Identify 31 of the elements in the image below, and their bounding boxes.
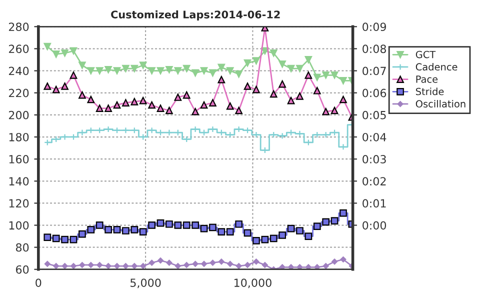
y2-tick-label: 0:08 (362, 44, 386, 54)
legend-label: GCT (416, 50, 436, 58)
x-tick-label: 0 (36, 278, 42, 287)
y2-tick-label: 0:02 (362, 177, 386, 186)
legend-label: Stride (416, 88, 444, 96)
x-tick-label: 10,000 (234, 278, 272, 288)
y2-tick-label: 0:05 (362, 110, 386, 120)
legend-label: Pace (416, 76, 438, 83)
y-tick-label: 200 (8, 110, 29, 120)
y-tick-label: 140 (9, 177, 29, 186)
y2-tick-label: 0:00 (362, 221, 386, 230)
y-tick-label: 60 (16, 265, 29, 274)
y2-tick-label: 0:04 (362, 132, 386, 142)
y-tick-label: 120 (9, 199, 29, 208)
y-tick-label: 260 (8, 44, 29, 54)
legend-label: Oscillation (416, 100, 466, 108)
y-tick-label: 240 (8, 66, 29, 76)
y-tick-label: 100 (9, 221, 29, 230)
legend-label: Cadence (416, 63, 458, 71)
y-tick-label: 160 (9, 155, 29, 164)
y-tick-label: 220 (8, 88, 29, 98)
y-tick-label: 180 (9, 132, 29, 142)
y2-tick-label: 0:07 (362, 66, 386, 76)
y-tick-label: 80 (16, 243, 29, 252)
x-tick-label: 5,000 (130, 278, 161, 288)
chart-title: Customized Laps:2014-06-12 (111, 10, 280, 20)
y2-tick-label: 0:03 (362, 155, 386, 164)
y2-tick-label: 0:09 (362, 22, 386, 32)
y-tick-label: 280 (8, 22, 29, 32)
y2-tick-label: 0:01 (362, 199, 386, 208)
y2-tick-label: 0:06 (362, 88, 386, 98)
